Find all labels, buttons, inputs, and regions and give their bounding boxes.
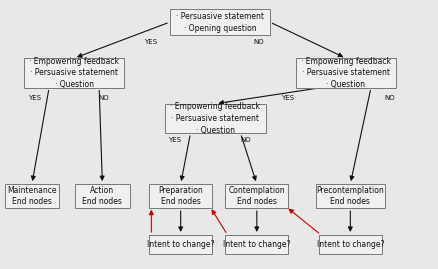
FancyBboxPatch shape xyxy=(170,9,270,36)
FancyBboxPatch shape xyxy=(24,58,124,88)
Text: YES: YES xyxy=(281,95,294,101)
Text: Action
End nodes: Action End nodes xyxy=(82,186,122,206)
Text: Intent to change?: Intent to change? xyxy=(147,240,215,249)
FancyBboxPatch shape xyxy=(149,235,212,254)
Text: NO: NO xyxy=(254,39,264,45)
Text: NO: NO xyxy=(384,95,395,101)
Text: Maintenance
End nodes: Maintenance End nodes xyxy=(7,186,57,206)
FancyBboxPatch shape xyxy=(296,58,396,88)
FancyBboxPatch shape xyxy=(75,184,130,208)
Text: YES: YES xyxy=(28,95,42,101)
FancyBboxPatch shape xyxy=(319,235,382,254)
FancyBboxPatch shape xyxy=(225,184,288,208)
Text: NO: NO xyxy=(240,137,251,143)
Text: YES: YES xyxy=(144,39,157,45)
Text: · Empowering feedback
· Persuasive statement
· Question: · Empowering feedback · Persuasive state… xyxy=(170,102,261,135)
Text: NO: NO xyxy=(98,95,109,101)
Text: · Empowering feedback
· Persuasive statement
· Question: · Empowering feedback · Persuasive state… xyxy=(29,57,119,89)
FancyBboxPatch shape xyxy=(149,184,212,208)
Text: · Empowering feedback
· Persuasive statement
· Question: · Empowering feedback · Persuasive state… xyxy=(301,57,391,89)
Text: Intent to change?: Intent to change? xyxy=(317,240,384,249)
FancyBboxPatch shape xyxy=(5,184,59,208)
FancyBboxPatch shape xyxy=(315,184,385,208)
Text: · Persuasive statement
· Opening question: · Persuasive statement · Opening questio… xyxy=(176,12,264,33)
Text: Preparation
End nodes: Preparation End nodes xyxy=(158,186,203,206)
FancyBboxPatch shape xyxy=(225,235,288,254)
Text: Precontemplation
End nodes: Precontemplation End nodes xyxy=(316,186,384,206)
Text: YES: YES xyxy=(168,137,180,143)
Text: Contemplation
End nodes: Contemplation End nodes xyxy=(229,186,285,206)
Text: Intent to change?: Intent to change? xyxy=(223,240,290,249)
FancyBboxPatch shape xyxy=(166,104,265,133)
